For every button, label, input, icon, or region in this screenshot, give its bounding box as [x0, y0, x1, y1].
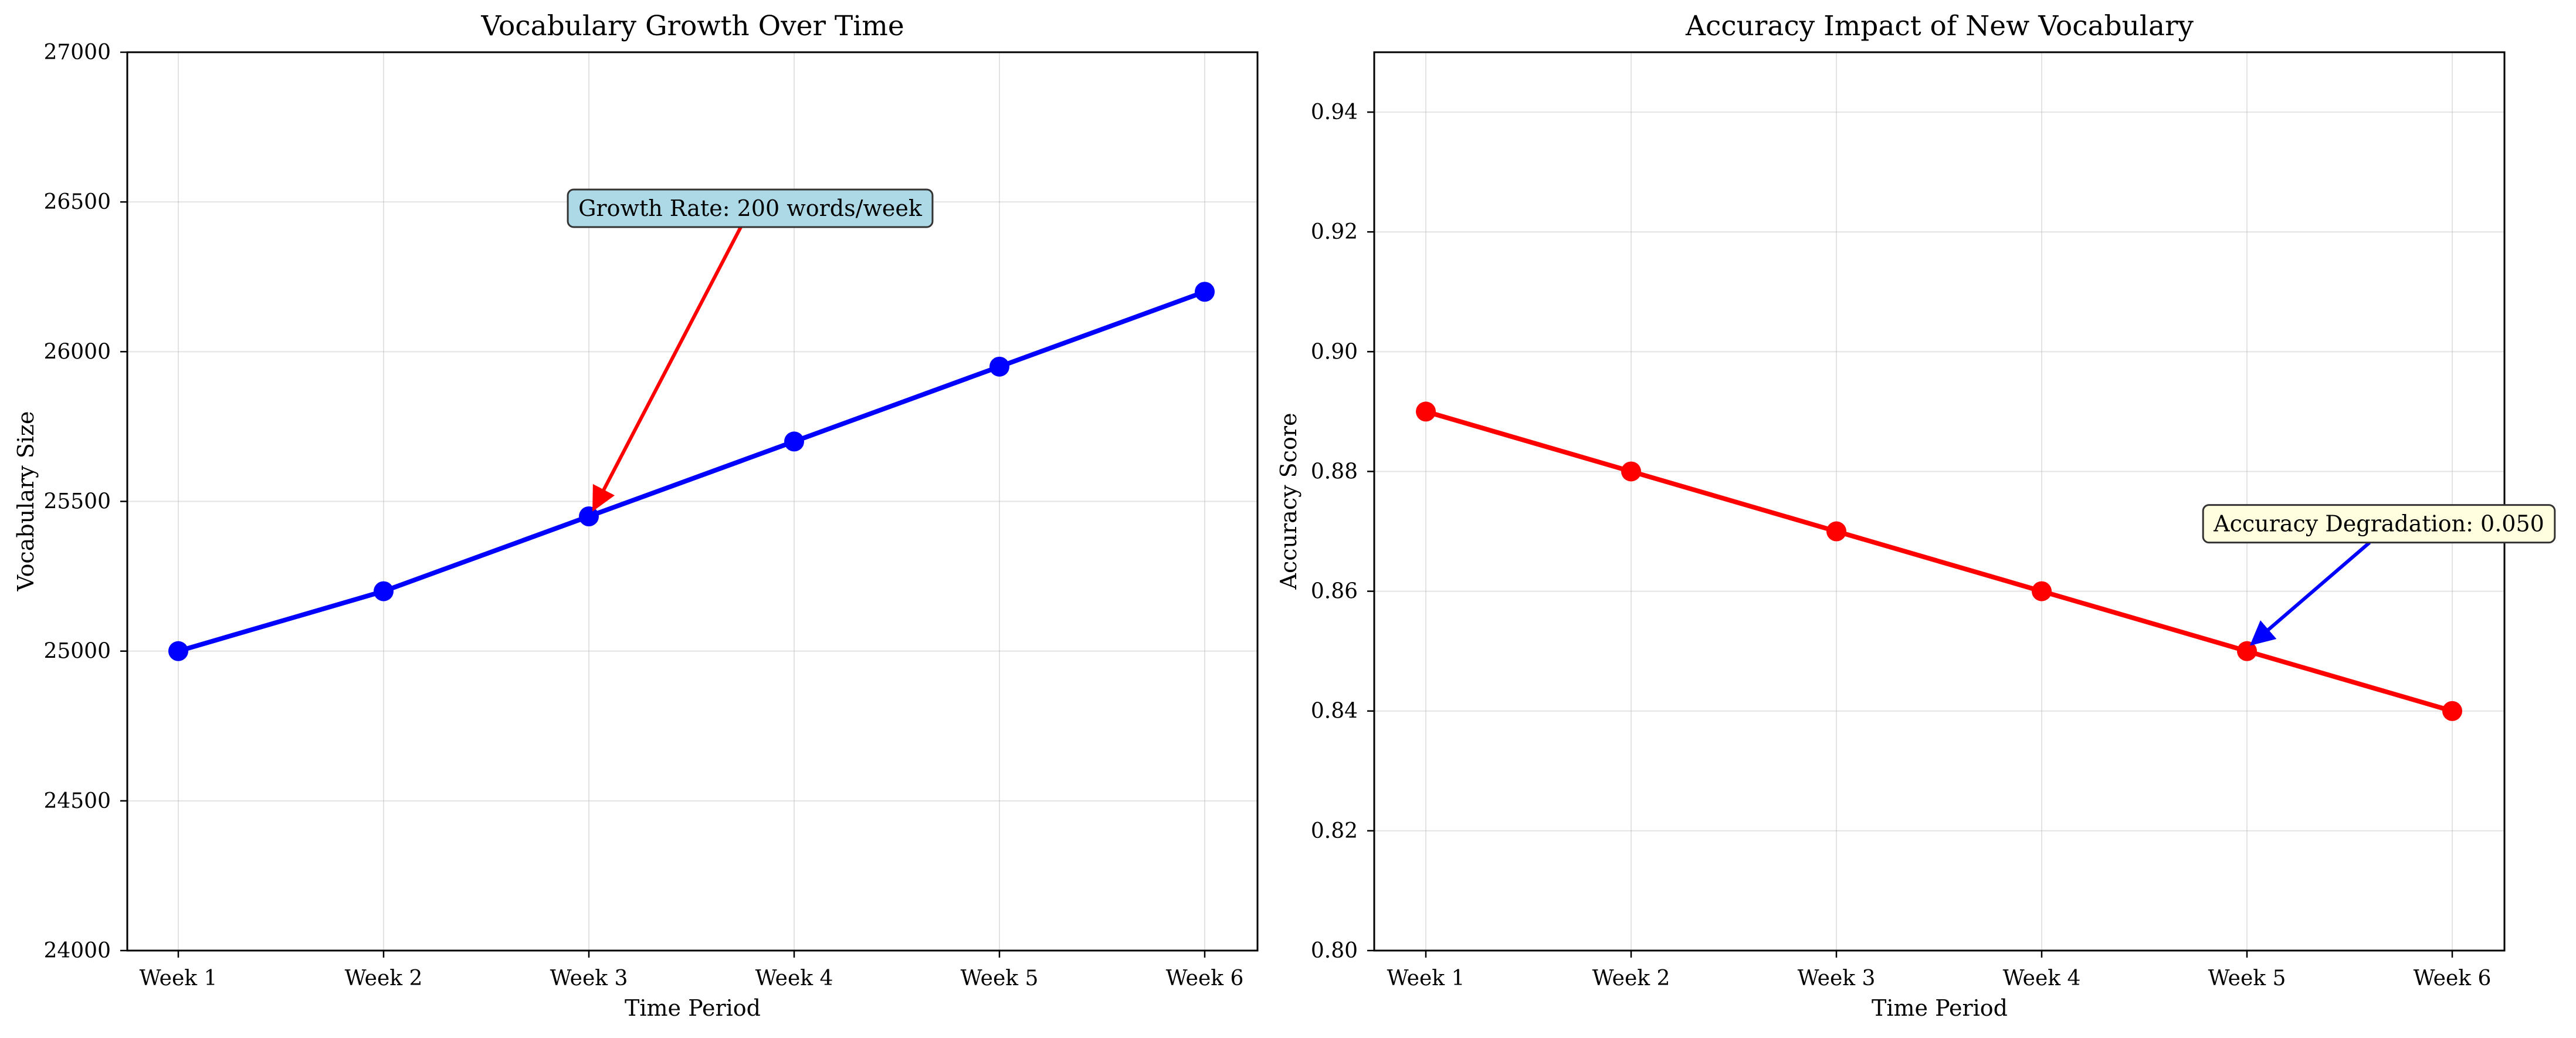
x-tick-label: Week 3 [1798, 966, 1876, 990]
grid [1374, 52, 2504, 951]
x-tick-label: Week 4 [755, 966, 833, 990]
series-line [1425, 409, 2453, 714]
y-tick-label: 24500 [43, 789, 111, 813]
data-point [2237, 641, 2257, 661]
y-axis-label: Accuracy Score [1276, 413, 1301, 590]
y-tick-label: 0.80 [1311, 939, 1358, 963]
chart-title: Accuracy Impact of New Vocabulary [1685, 10, 2194, 42]
accuracy-degradation-annotation: Accuracy Degradation: 0.050 [2202, 504, 2556, 646]
x-tick-label: Week 3 [550, 966, 628, 990]
y-tick-label: 0.92 [1311, 220, 1358, 244]
growth-rate-annotation: Growth Rate: 200 words/week [567, 188, 934, 512]
y-tick-label: 0.88 [1311, 459, 1358, 484]
y-tick-label: 0.84 [1311, 699, 1358, 723]
annotation-arrow [592, 226, 743, 512]
data-point [2442, 701, 2462, 721]
data-point [1416, 401, 1436, 422]
x-tick-label: Week 5 [2208, 966, 2286, 990]
accuracy-impact-chart: Accuracy Impact of New Vocabulary Week 1… [1276, 10, 2556, 1021]
y-tick-label: 26000 [43, 340, 111, 364]
series [168, 282, 1215, 661]
plot-frame [126, 51, 1259, 952]
x-axis-label: Time Period [1872, 995, 2008, 1021]
annotation-text: Accuracy Degradation: 0.050 [2213, 511, 2544, 537]
data-point [1621, 461, 1641, 482]
y-tick-label: 0.90 [1311, 340, 1358, 364]
x-axis-label: Time Period [625, 995, 761, 1021]
data-point [784, 431, 804, 452]
x-tick-label: Week 1 [1387, 966, 1465, 990]
y-tick-label: 0.82 [1311, 819, 1358, 843]
data-point [579, 506, 599, 527]
series [1416, 401, 2462, 721]
annotation-arrow [2249, 541, 2371, 646]
y-tick-label: 24000 [43, 939, 111, 963]
vocabulary-growth-chart: Vocabulary Growth Over Time Week 1 Week 2… [13, 10, 1259, 1021]
y-tick-label: 0.86 [1311, 580, 1358, 604]
grid [127, 52, 1258, 951]
y-tick-label: 25500 [43, 490, 111, 514]
data-point [374, 581, 394, 601]
data-point [168, 641, 188, 661]
annotation-box [2202, 504, 2556, 544]
data-point [1195, 282, 1215, 302]
annotation-box [567, 188, 934, 228]
data-point [989, 356, 1009, 377]
y-tick-label: 0.94 [1311, 100, 1358, 124]
x-tick-label: Week 2 [345, 966, 423, 990]
chart-title: Vocabulary Growth Over Time [480, 10, 904, 42]
ticks: Week 1 Week 2 Week 3 Week 4 Week 5 Week 6 2400… [43, 40, 1243, 990]
y-axis-label: Vocabulary Size [13, 411, 39, 592]
ticks: Week 1 Week 2 Week 3 Week 4 Week 5 Week 6 0.80… [1311, 100, 2492, 990]
y-tick-label: 27000 [43, 40, 111, 65]
annotation-text: Growth Rate: 200 words/week [578, 195, 923, 221]
x-tick-label: Week 5 [961, 966, 1039, 990]
x-tick-label: Week 2 [1592, 966, 1670, 990]
plot-frame [1373, 51, 2506, 952]
data-point [2032, 581, 2052, 601]
x-tick-label: Week 1 [140, 966, 218, 990]
data-point [1826, 521, 1846, 542]
series-line [177, 289, 1206, 654]
y-tick-label: 25000 [43, 640, 111, 664]
y-tick-label: 26500 [43, 190, 111, 214]
x-tick-label: Week 4 [2003, 966, 2081, 990]
x-tick-label: Week 6 [1166, 966, 1244, 990]
x-tick-label: Week 6 [2414, 966, 2492, 990]
